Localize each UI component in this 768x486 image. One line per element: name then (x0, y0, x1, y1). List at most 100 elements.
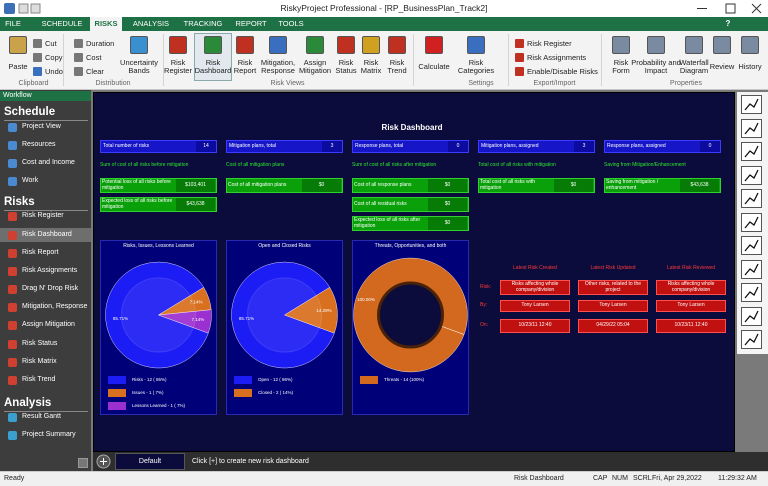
ribbon-group-label: Risk Views (270, 79, 305, 87)
ribbon-button[interactable]: Undo (45, 66, 63, 76)
chart-tool[interactable] (741, 142, 762, 161)
ribbon-icon (467, 36, 485, 54)
chart-tool[interactable] (741, 118, 762, 138)
workflow-item[interactable]: Result Gantt (22, 413, 61, 421)
workflow-item[interactable]: Resources (22, 141, 56, 149)
chart-tool[interactable] (741, 189, 762, 208)
menu-tab[interactable]: REPORT (235, 19, 267, 29)
chart-tool[interactable] (741, 165, 762, 185)
ribbon-button[interactable]: Risk Trend (387, 58, 407, 75)
workflow-section[interactable]: Schedule (4, 106, 56, 119)
ribbon-button[interactable]: Calculate (418, 62, 450, 72)
count-value: 0 (700, 141, 720, 152)
workflow-item[interactable]: Mitigation, Response (22, 303, 88, 311)
workflow-item[interactable]: Risk Register (22, 212, 64, 220)
ribbon-button[interactable]: Assign Mitigation (298, 58, 332, 75)
ribbon-button[interactable]: Risk Matrix (360, 58, 382, 75)
ribbon-separator (163, 34, 164, 86)
chart-tool[interactable] (741, 306, 762, 326)
ribbon-icon-small (74, 53, 83, 62)
count-value: 0 (448, 141, 468, 152)
ribbon-button[interactable]: Risk Report (233, 58, 257, 75)
workflow-item[interactable]: Drag N' Drop Risk (22, 285, 79, 293)
menu-tab[interactable]: TOOLS (278, 19, 304, 29)
chart-tool[interactable] (741, 236, 762, 255)
status-bar (0, 471, 768, 486)
workflow-item-icon (8, 267, 17, 276)
workflow-item[interactable]: Risk Assignments (22, 267, 78, 275)
ribbon-button[interactable]: Risk Dashboard (194, 58, 232, 75)
menu-tab[interactable]: ANALYSIS (132, 19, 170, 29)
ribbon-button[interactable]: History (738, 62, 762, 72)
status-indicator: SCRL (633, 475, 652, 483)
ribbon-button[interactable]: Cost (86, 52, 102, 62)
ribbon-button[interactable]: Risk Register (527, 38, 572, 48)
workflow-item[interactable]: Project View (22, 123, 61, 131)
quick-access[interactable] (18, 3, 29, 14)
quick-access[interactable] (30, 3, 41, 14)
ribbon-icon-small (33, 67, 42, 76)
workflow-item[interactable]: Assign Mitigation (22, 321, 75, 329)
cost-heading: Sum of cost of all risks after mitigatio… (352, 162, 437, 169)
count-value: 3 (322, 141, 342, 152)
ribbon-button[interactable]: Waterfall Diagram (679, 58, 709, 75)
cost-label: Cost of all residual risks (354, 200, 407, 207)
status-view: Risk Dashboard (514, 475, 564, 483)
help[interactable]: ? (725, 18, 731, 28)
ribbon-button[interactable]: Copy (45, 52, 63, 62)
chart-tool[interactable] (741, 212, 762, 232)
tool-glyph (744, 145, 759, 158)
ribbon-button[interactable]: Mitigation, Response (260, 58, 296, 75)
dashboard-tab[interactable]: Default (115, 453, 185, 470)
cost-value: $0 (428, 198, 467, 211)
ribbon-separator (601, 34, 602, 86)
workflow-item[interactable]: Risk Trend (22, 376, 56, 384)
chart-tool[interactable] (741, 330, 762, 349)
ribbon-button[interactable]: Cut (45, 38, 57, 48)
workflow-section[interactable]: Analysis (4, 397, 52, 410)
tab-hint: Click [+] to create new risk dashboard (192, 457, 309, 465)
ribbon-button[interactable]: Uncertainty Bands (120, 58, 158, 75)
workflow-item[interactable]: Risk Status (22, 340, 58, 348)
ribbon-button[interactable]: Enable/Disable Risks (527, 66, 598, 76)
workflow-item[interactable]: Work (22, 177, 39, 185)
ribbon-button[interactable]: Risk Assignments (527, 52, 587, 62)
workflow-item[interactable]: Risk Matrix (22, 358, 57, 366)
ribbon-button[interactable]: Risk Categories (457, 58, 495, 75)
workflow-scroll[interactable] (78, 458, 88, 468)
workflow-item[interactable]: Risk Dashboard (22, 231, 72, 239)
dashboard-title: Risk Dashboard (381, 122, 443, 132)
tool-glyph (744, 286, 759, 299)
ribbon-separator (413, 34, 414, 86)
add-dashboard[interactable] (96, 454, 111, 469)
menu-tab[interactable]: SCHEDULE (41, 19, 83, 29)
ribbon-button[interactable]: Duration (86, 38, 115, 48)
status-indicator: 11:29:32 AM (718, 475, 757, 483)
ribbon-button[interactable]: Paste (8, 62, 28, 72)
tool-glyph (744, 216, 759, 228)
workflow-section[interactable]: Risks (4, 196, 35, 209)
ribbon-button[interactable]: Risk Status (335, 58, 357, 75)
workflow-item[interactable]: Risk Report (22, 249, 59, 257)
chart-tool[interactable] (741, 95, 762, 114)
close[interactable] (751, 3, 762, 14)
ribbon-button[interactable]: Probability and Impact (631, 58, 681, 75)
ribbon-icon-small (74, 67, 83, 76)
chart-tool[interactable] (741, 259, 762, 279)
ribbon-button[interactable]: Review (709, 62, 735, 72)
maximize[interactable] (725, 3, 736, 14)
ribbon-icon (236, 36, 254, 54)
workflow-item[interactable]: Project Summary (22, 431, 76, 439)
ribbon (0, 31, 768, 90)
workflow-item-icon (8, 159, 17, 168)
ribbon-icon (204, 36, 222, 54)
ribbon-icon (713, 36, 731, 54)
menu-tab[interactable]: TRACKING (183, 19, 223, 29)
workflow-item[interactable]: Cost and Income (22, 159, 75, 167)
menu-tab[interactable]: FILE (5, 19, 21, 29)
ribbon-button[interactable]: Risk Form (612, 58, 630, 75)
ribbon-button[interactable]: Clear (86, 66, 104, 76)
ribbon-button[interactable]: Risk Register (164, 58, 192, 75)
menu-tab[interactable]: RISKS (90, 17, 122, 31)
chart-tool[interactable] (741, 283, 762, 302)
